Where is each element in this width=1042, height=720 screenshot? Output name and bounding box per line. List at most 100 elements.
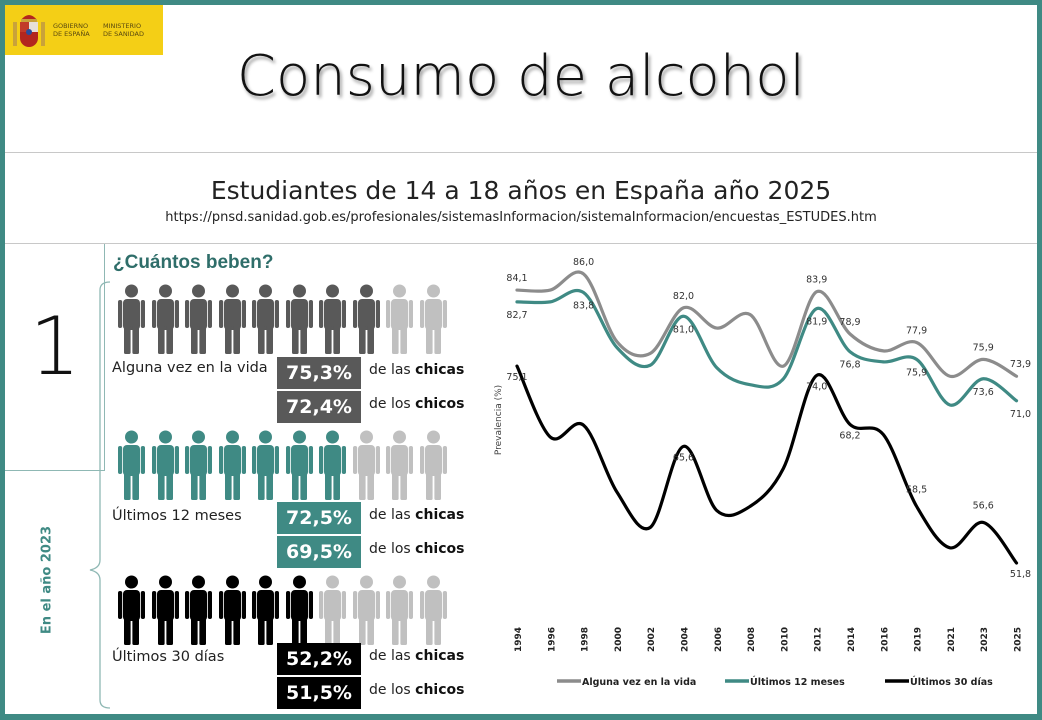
data-point — [583, 292, 585, 294]
data-label: 73,9 — [1010, 359, 1031, 370]
x-tick-label: 2019 — [914, 627, 924, 652]
data-label: 71,0 — [1010, 409, 1031, 420]
data-label: 58,5 — [906, 484, 927, 495]
data-label: 82,7 — [506, 310, 527, 321]
data-label: 76,8 — [839, 360, 860, 371]
data-point — [649, 364, 651, 366]
person-icon — [185, 284, 212, 358]
divider — [5, 243, 1037, 244]
data-point — [849, 333, 851, 335]
data-point — [882, 350, 884, 352]
boys-percentage: 72,4% — [277, 391, 361, 423]
data-point — [816, 291, 818, 293]
boys-percentage: 51,5% — [277, 677, 361, 709]
person-icon — [252, 430, 279, 504]
brace — [89, 281, 111, 709]
person-icon — [352, 575, 380, 649]
data-label: 51,8 — [1010, 569, 1031, 580]
data-point — [949, 375, 951, 377]
data-point — [1016, 400, 1017, 402]
data-point — [716, 327, 718, 329]
year-label: En el año 2023 — [39, 525, 55, 635]
data-point — [882, 434, 884, 436]
data-point — [716, 367, 718, 369]
people-row — [118, 430, 447, 504]
data-point — [649, 352, 651, 354]
data-label: 82,0 — [673, 291, 694, 302]
data-point — [683, 307, 684, 309]
person-icon — [252, 284, 279, 358]
person-icon — [352, 284, 380, 358]
x-tick-label: 2021 — [947, 627, 957, 652]
data-label: 68,2 — [839, 430, 860, 441]
series-line-2 — [515, 364, 1019, 565]
data-point — [1016, 562, 1017, 564]
logo-text-gobierno: GOBIERNO DE ESPAÑA — [53, 22, 90, 38]
person-icon — [285, 430, 313, 504]
data-point — [982, 378, 984, 380]
girls-percentage: 72,5% — [277, 502, 361, 534]
people-row — [118, 284, 447, 358]
data-point — [782, 365, 784, 367]
x-tick-label: 1994 — [514, 627, 524, 652]
data-point — [616, 491, 618, 493]
x-tick-label: 2006 — [714, 627, 724, 652]
person-icon — [319, 430, 346, 504]
data-point — [849, 423, 851, 425]
caption-word: chicas — [415, 648, 465, 664]
data-point — [616, 347, 618, 349]
data-point — [649, 527, 651, 528]
data-point — [583, 424, 585, 426]
data-point — [516, 301, 518, 303]
data-point — [616, 341, 618, 343]
data-label: 86,0 — [573, 257, 594, 268]
source-link[interactable]: https://pnsd.sanidad.gob.es/profesionale… — [165, 210, 877, 225]
data-point — [916, 358, 918, 360]
x-tick-label: 2000 — [614, 627, 624, 652]
person-icon — [285, 575, 313, 649]
person-icon — [218, 575, 246, 649]
person-icon — [285, 284, 313, 358]
series-line-1 — [515, 289, 1019, 407]
divider — [5, 152, 1037, 153]
data-label: 56,6 — [973, 500, 994, 511]
person-icon — [352, 430, 380, 504]
person-icon — [386, 284, 413, 358]
data-point — [816, 374, 818, 376]
data-point — [782, 378, 784, 380]
data-point — [749, 314, 751, 316]
data-point — [1016, 375, 1017, 377]
data-label: 75,1 — [506, 372, 527, 383]
line-chart: Prevalencia (%) 84,1 86,0 82,0 83,9 78,9 77,9 7… — [494, 257, 1031, 688]
data-point — [549, 436, 551, 438]
data-label: 83,9 — [806, 275, 827, 286]
person-icon — [118, 284, 145, 358]
data-label: 81,9 — [806, 317, 827, 328]
x-tick-label: 2008 — [747, 627, 757, 652]
girls-percentage: 75,3% — [277, 357, 361, 389]
data-label: 65,6 — [673, 452, 694, 463]
girls-percentage: 52,2% — [277, 643, 361, 675]
data-point — [882, 361, 884, 363]
person-icon — [319, 284, 346, 358]
person-icon — [218, 430, 246, 504]
coat-of-arms-icon — [13, 15, 45, 47]
section-number-box — [5, 244, 105, 471]
caption-prefix: de los — [369, 682, 416, 698]
section-question: ¿Cuántos beben? — [113, 252, 274, 273]
caption-prefix: de los — [369, 396, 416, 412]
data-label: 81,0 — [673, 324, 694, 335]
data-label: 77,9 — [906, 325, 927, 336]
page-title: Consumo de alcohol — [236, 44, 806, 109]
data-point — [683, 445, 684, 447]
caption-word: chicos — [415, 541, 465, 557]
data-point — [816, 308, 818, 310]
person-icon — [218, 284, 246, 358]
data-point — [683, 315, 684, 317]
group-label: Alguna vez en la vida — [112, 360, 268, 376]
data-point — [549, 289, 551, 291]
section-number: 1 — [29, 300, 81, 393]
x-tick-label: 2002 — [647, 627, 657, 652]
person-icon — [151, 284, 179, 358]
